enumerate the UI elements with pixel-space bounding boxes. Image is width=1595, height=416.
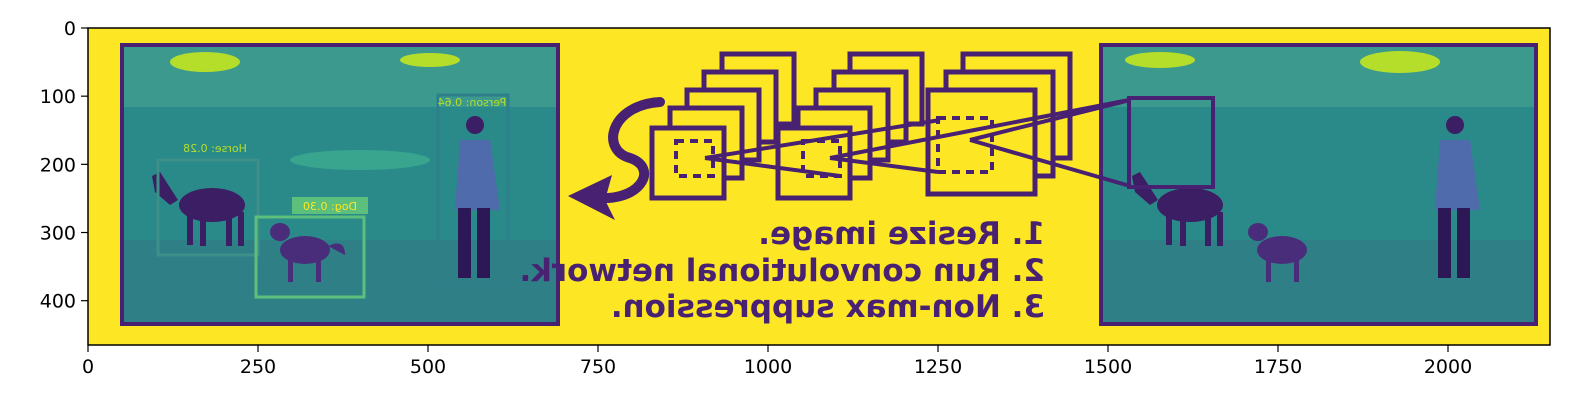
x-tick-label: 250: [240, 356, 276, 378]
left-photo: Horse: 0.28 Dog: 0.30 Person: 0.64: [120, 43, 560, 326]
input-window-box: [1127, 96, 1215, 189]
step-1-text: 1. Resize image.: [758, 216, 1045, 252]
y-tick-label: 0: [64, 18, 76, 40]
x-tick-label: 1000: [744, 356, 792, 378]
y-axis: 0 100 200 300 400: [40, 18, 88, 313]
y-tick-label: 300: [40, 223, 76, 245]
dog-detection-label: Dog: 0.30: [303, 200, 357, 213]
y-tick-label: 100: [40, 86, 76, 108]
x-tick-label: 1500: [1084, 356, 1132, 378]
x-axis: 0 250 500 750 1000 1250 1500 1750 2000: [82, 345, 1472, 378]
right-person-silhouette: [1435, 116, 1480, 278]
right-horse-silhouette: [1132, 172, 1223, 246]
right-photo: [1099, 43, 1538, 326]
x-tick-label: 2000: [1424, 356, 1472, 378]
right-dog-silhouette: [1248, 223, 1307, 282]
step-2-text: 2. Run convolutional network.: [519, 253, 1045, 289]
horse-silhouette: [152, 172, 245, 246]
x-tick-label: 1250: [914, 356, 962, 378]
x-tick-label: 750: [580, 356, 616, 378]
x-tick-label: 1750: [1254, 356, 1302, 378]
y-tick-label: 200: [40, 154, 76, 176]
person-silhouette: [455, 116, 500, 278]
horse-detection-box: [156, 158, 260, 257]
x-tick-label: 0: [82, 356, 94, 378]
dog-detection-box: [254, 215, 366, 299]
axes-frame: [87, 27, 1551, 346]
output-arrow: [568, 97, 665, 220]
step-3-text: 3. Non-max suppression.: [611, 289, 1045, 325]
cnn-stack-large: [925, 51, 1073, 197]
x-tick-label: 500: [410, 356, 446, 378]
person-detection-box: [436, 93, 510, 287]
y-tick-label: 400: [40, 291, 76, 313]
dog-silhouette: [270, 223, 345, 282]
person-detection-label: Person: 0.64: [438, 96, 507, 109]
horse-detection-label: Horse: 0.28: [183, 142, 247, 155]
cnn-connector-lines: [704, 98, 1131, 188]
